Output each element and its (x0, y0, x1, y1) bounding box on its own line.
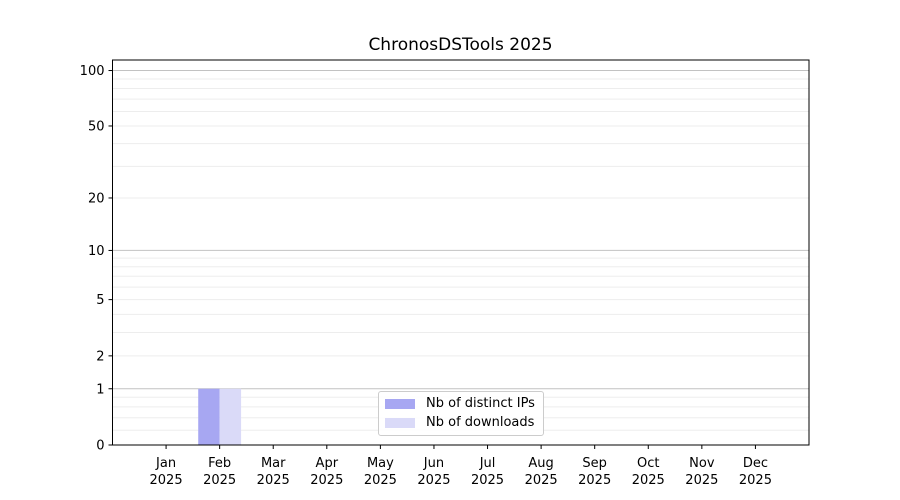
x-tick-label-month: Jan (155, 456, 176, 471)
x-tick-label-year: 2025 (685, 473, 718, 488)
y-tick-label: 5 (96, 293, 104, 308)
legend-label-distinct-ips: Nb of distinct IPs (426, 396, 535, 411)
x-tick-label-month: Sep (582, 456, 607, 471)
y-tick-label: 1 (96, 382, 104, 397)
x-tick-label-month: Nov (689, 456, 715, 471)
bar-distinct-ips (198, 388, 220, 445)
x-tick-label-month: Feb (208, 456, 231, 471)
legend-swatch-downloads (385, 418, 415, 428)
x-tick-label-month: Aug (528, 456, 553, 471)
legend-label-downloads: Nb of downloads (426, 415, 535, 430)
x-tick-label-month: Apr (316, 456, 339, 471)
x-tick-label-year: 2025 (417, 473, 450, 488)
y-tick-label: 20 (88, 191, 105, 206)
y-tick-label: 50 (88, 119, 105, 134)
plot-border (112, 59, 810, 446)
x-tick-label-year: 2025 (632, 473, 665, 488)
legend: Nb of distinct IPs Nb of downloads (378, 391, 544, 436)
x-tick-label-year: 2025 (525, 473, 558, 488)
legend-item-downloads: Nb of downloads (385, 415, 535, 431)
y-tick-label: 2 (96, 349, 104, 364)
x-tick-label-month: Dec (743, 456, 768, 471)
y-tick-label: 10 (88, 244, 105, 259)
chart-title: ChronosDSTools 2025 (368, 35, 553, 55)
x-tick-label-year: 2025 (578, 473, 611, 488)
x-tick-label-year: 2025 (364, 473, 397, 488)
y-tick-label: 0 (96, 439, 104, 454)
legend-item-distinct-ips: Nb of distinct IPs (385, 396, 535, 412)
x-tick-label-month: Oct (637, 456, 659, 471)
legend-swatch-distinct-ips (385, 399, 415, 409)
bar-downloads (219, 388, 242, 445)
x-tick-label-year: 2025 (739, 473, 772, 488)
x-tick-label-month: Jul (479, 456, 496, 471)
x-tick-label-year: 2025 (203, 473, 236, 488)
x-tick-label-year: 2025 (257, 473, 290, 488)
x-tick-label-month: May (367, 456, 394, 471)
x-tick-label-year: 2025 (150, 473, 183, 488)
x-tick-label-year: 2025 (310, 473, 343, 488)
y-tick-label: 100 (80, 64, 105, 79)
x-tick-label-month: Jun (423, 456, 444, 471)
x-tick-label-month: Mar (261, 456, 286, 471)
x-tick-label-year: 2025 (471, 473, 504, 488)
